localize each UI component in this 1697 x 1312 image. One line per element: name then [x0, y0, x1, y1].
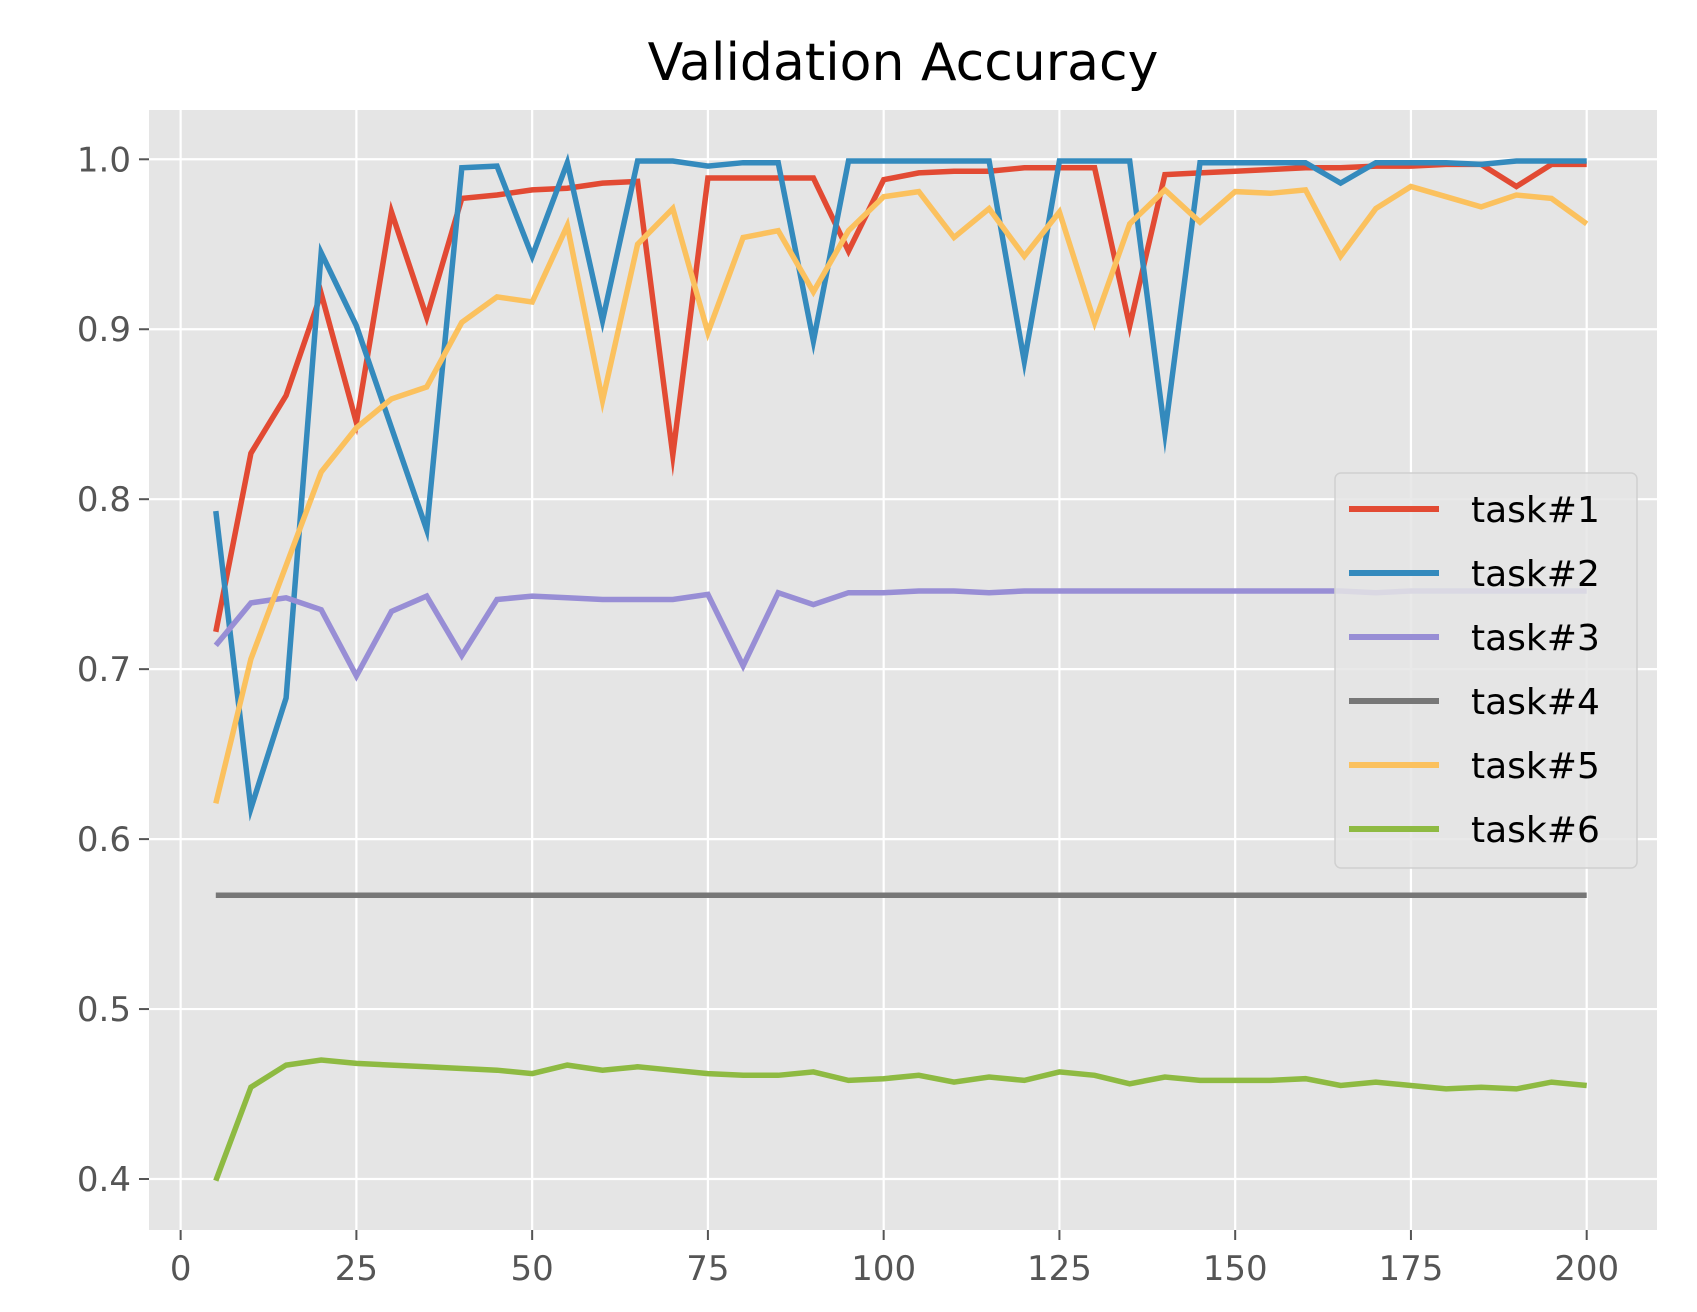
x-tick-label: 0	[170, 1249, 192, 1289]
x-tick-label: 175	[1378, 1249, 1443, 1289]
legend-label: task#1	[1471, 490, 1600, 531]
y-tick-label: 1.0	[77, 140, 131, 180]
x-tick-label: 150	[1203, 1249, 1268, 1289]
y-tick-label: 0.4	[77, 1160, 131, 1200]
legend-label: task#4	[1471, 682, 1600, 723]
x-tick-label: 200	[1554, 1249, 1619, 1289]
legend: task#1 task#2 task#3 task#4 task#5 task#6	[1334, 472, 1638, 869]
series-line-task-2	[213, 153, 1587, 822]
legend-label: task#5	[1471, 746, 1600, 787]
y-tick-label: 0.5	[77, 990, 131, 1030]
y-tick-label: 0.7	[77, 650, 131, 690]
x-tick-label: 25	[335, 1249, 378, 1289]
legend-label: task#3	[1471, 618, 1600, 659]
x-tick-label: 100	[851, 1249, 916, 1289]
series-line-task-5	[213, 183, 1589, 805]
series-line-task-6	[213, 1057, 1587, 1182]
chart-title: Validation Accuracy	[648, 33, 1159, 93]
series-line-task-1	[213, 161, 1587, 633]
y-tick-label: 0.6	[77, 820, 131, 860]
y-tick-label: 0.8	[77, 480, 131, 520]
x-tick-label: 75	[686, 1249, 729, 1289]
legend-label: task#6	[1471, 810, 1600, 851]
x-tick-label: 125	[1027, 1249, 1092, 1289]
legend-label: task#2	[1471, 554, 1600, 595]
axis-ticks: 0 25 50 75 100 125 150 175 200 0.4 0.5 0.6 0.7 0.8 0.9…	[77, 140, 1619, 1289]
x-tick-label: 50	[511, 1249, 554, 1289]
y-tick-label: 0.9	[77, 310, 131, 350]
legend-box	[1334, 472, 1638, 869]
